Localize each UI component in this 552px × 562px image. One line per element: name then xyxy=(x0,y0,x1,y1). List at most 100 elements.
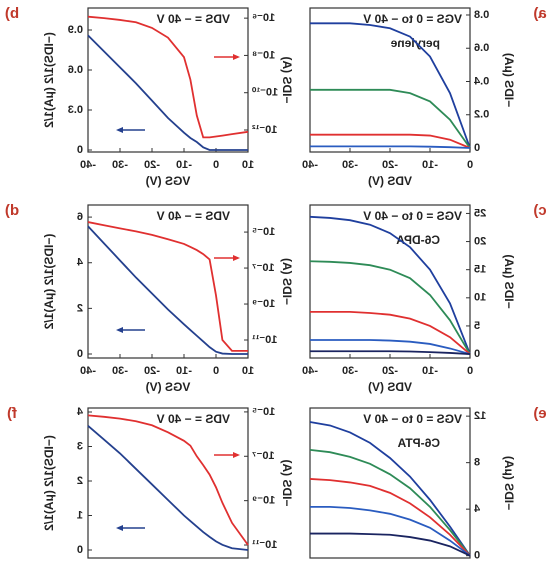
y2-tick-label: 6 xyxy=(77,211,83,223)
y-axis-title: −IDS (A) xyxy=(280,258,294,305)
x-tick-label: 0 xyxy=(213,365,219,377)
data-line xyxy=(310,339,471,355)
arrow-head xyxy=(116,127,123,133)
y2-tick-label: 0 xyxy=(77,544,83,556)
plot-frame xyxy=(87,204,249,359)
data-line xyxy=(309,421,471,557)
y-tick-label: 10 xyxy=(474,292,486,304)
x-tick-label: -30 xyxy=(112,365,128,377)
y2-tick-label: 0.9 xyxy=(68,24,83,36)
y-tick-label: 10⁻⁸ xyxy=(252,49,275,61)
y-tick-label: 5 xyxy=(474,320,480,332)
panel-label: b) xyxy=(5,5,19,22)
y-tick-label: 10⁻¹² xyxy=(252,124,278,136)
y2-tick-label: 0.3 xyxy=(68,104,83,116)
data-line xyxy=(310,310,471,355)
x-tick-label: -10 xyxy=(422,159,438,171)
y2-tick-label: 0.6 xyxy=(68,64,83,76)
y-tick-label: 10⁻⁵ xyxy=(252,406,275,418)
y-tick-label: 0.2 xyxy=(474,109,489,121)
data-line xyxy=(310,22,471,149)
x-tick-label: 10 xyxy=(242,365,254,377)
data-line xyxy=(87,221,248,352)
x-tick-label: -30 xyxy=(342,159,358,171)
data-line xyxy=(87,15,249,139)
annotation: VGS = 0 to − 40 V xyxy=(363,209,462,223)
panel-label: a) xyxy=(533,5,546,22)
x-tick-label: -20 xyxy=(144,365,160,377)
y-tick-label: 10⁻¹¹ xyxy=(252,334,278,346)
data-line xyxy=(310,532,471,557)
y-tick-label: 0 xyxy=(474,550,480,562)
y2-tick-label: 4 xyxy=(76,406,83,418)
y-axis-title: −IDS (μA) xyxy=(502,456,516,510)
x-tick-label: -10 xyxy=(422,365,438,377)
y-tick-label: 4 xyxy=(473,503,480,515)
y2-tick-label: 4 xyxy=(76,257,83,269)
plot-frame xyxy=(309,407,471,559)
plot-frame xyxy=(309,7,471,153)
y-tick-label: 0 xyxy=(474,348,480,360)
arrow-head xyxy=(233,54,240,60)
y2-axis-title: (−IDS)1/2 (μA)1/2 xyxy=(42,32,56,128)
data-line xyxy=(310,505,471,557)
y2-tick-label: 0 xyxy=(77,144,83,156)
data-line xyxy=(87,414,249,546)
y-tick-label: 0.6 xyxy=(474,42,489,54)
data-line xyxy=(87,34,248,151)
data-line xyxy=(309,260,471,355)
y-tick-label: 10⁻⁹ xyxy=(252,495,275,507)
y-tick-label: 15 xyxy=(474,264,486,276)
x-tick-label: -30 xyxy=(112,159,128,171)
panel-label: e) xyxy=(533,405,546,422)
x-tick-label: -10 xyxy=(176,365,192,377)
data-line xyxy=(310,145,471,149)
y-tick-label: 20 xyxy=(474,235,486,247)
arrow-head xyxy=(233,255,240,261)
y-tick-label: 10⁻⁹ xyxy=(252,298,275,310)
x-tick-label: -20 xyxy=(382,365,398,377)
y-tick-label: 10⁻⁷ xyxy=(252,450,275,462)
data-line xyxy=(309,215,471,355)
y-tick-label: 0 xyxy=(474,142,480,154)
y2-tick-label: 3 xyxy=(77,440,83,452)
x-tick-label: -40 xyxy=(302,365,318,377)
y2-tick-label: 1 xyxy=(77,509,83,521)
x-axis-title: VGS (V) xyxy=(146,380,191,394)
x-tick-label: -10 xyxy=(176,159,192,171)
x-tick-label: 10 xyxy=(242,159,254,171)
x-axis-title: VGS (V) xyxy=(146,174,191,188)
x-tick-label: -20 xyxy=(144,159,160,171)
data-line xyxy=(309,478,471,557)
x-tick-label: -20 xyxy=(382,159,398,171)
y-axis-title: −IDS (μA) xyxy=(502,254,516,308)
arrow-head xyxy=(116,525,123,531)
plot-frame xyxy=(87,407,249,559)
arrow-head xyxy=(116,327,123,333)
y-tick-label: 25 xyxy=(474,207,486,219)
y-axis-title: −IDS (μA) xyxy=(502,53,516,107)
x-tick-label: -40 xyxy=(80,159,96,171)
y2-axis-title: (−IDS)1/2 (μA)1/2 xyxy=(42,435,56,531)
data-line xyxy=(87,425,249,551)
data-line xyxy=(309,448,471,557)
annotation: VDS = − 40 V xyxy=(157,209,230,223)
x-tick-label: 0 xyxy=(467,159,473,171)
y-tick-label: 10⁻⁵ xyxy=(252,226,275,238)
y2-axis-title: (−IDS)1/2 (μA)1/2 xyxy=(42,234,56,330)
arrow-head xyxy=(233,452,240,458)
y-tick-label: 12 xyxy=(474,410,486,422)
y-tick-label: 10⁻¹¹ xyxy=(252,539,278,551)
x-axis-title: VDS (V) xyxy=(368,174,412,188)
y-axis-title: −IDS (A) xyxy=(280,459,294,506)
panel-label: c) xyxy=(533,202,546,219)
annotation: perylene xyxy=(390,36,440,50)
annotation: VDS = − 40 V xyxy=(157,412,230,426)
y2-tick-label: 0 xyxy=(77,348,83,360)
x-tick-label: -40 xyxy=(302,159,318,171)
y2-tick-label: 2 xyxy=(77,302,83,314)
x-tick-label: 0 xyxy=(213,159,219,171)
y2-tick-label: 2 xyxy=(77,475,83,487)
